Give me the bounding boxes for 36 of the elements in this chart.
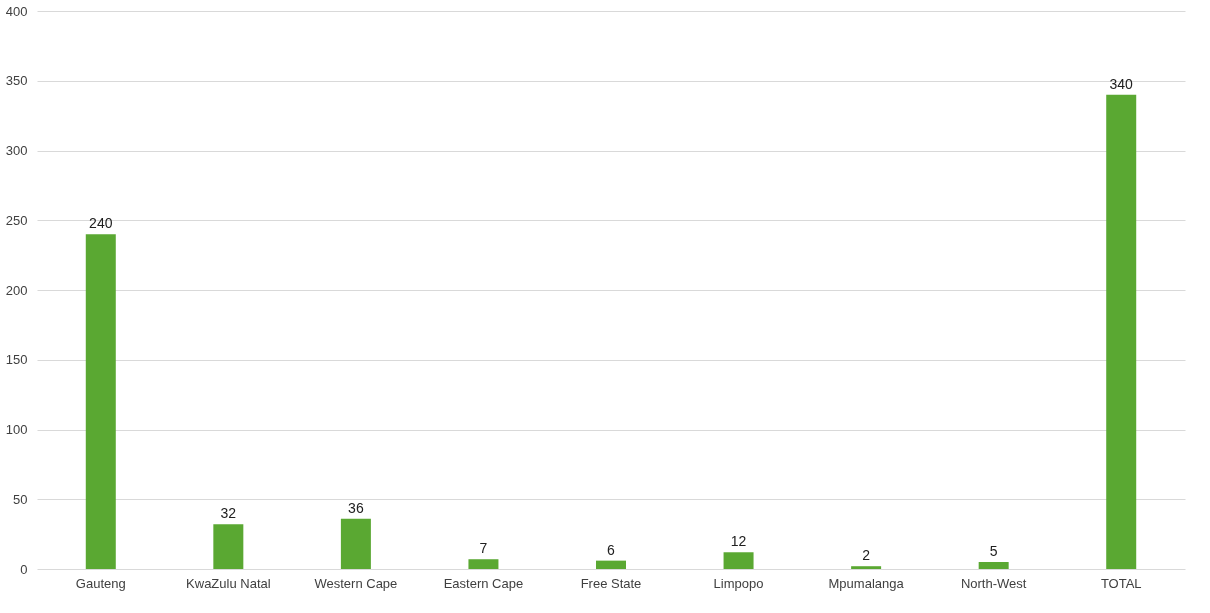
bar [723, 552, 754, 569]
bar [1106, 94, 1137, 569]
x-tick-label: North-West [960, 575, 1027, 591]
y-tick-label: 400 [5, 3, 28, 19]
x-tick-label: TOTAL [1100, 575, 1142, 591]
data-label: 240 [89, 215, 113, 232]
data-label: 7 [479, 540, 488, 557]
data-label: 340 [1109, 75, 1134, 92]
data-label: 12 [730, 533, 747, 550]
y-tick-label: 150 [5, 352, 28, 368]
x-tick-label: KwaZulu Natal [186, 575, 271, 591]
x-tick-label: Western Cape [314, 575, 398, 591]
x-tick-label: Eastern Cape [443, 575, 524, 591]
x-tick-label: Mpumalanga [828, 575, 905, 591]
data-label: 6 [607, 541, 616, 558]
y-tick-label: 200 [5, 282, 28, 298]
data-label: 2 [862, 547, 871, 564]
bar [978, 562, 1009, 569]
y-tick-label: 100 [5, 422, 28, 437]
y-tick-label: 350 [5, 73, 28, 89]
data-label: 5 [989, 543, 998, 560]
x-tick-label: Free State [580, 575, 642, 591]
bar [213, 524, 244, 569]
bar [340, 518, 371, 569]
bar [468, 559, 499, 569]
y-tick-label: 300 [5, 143, 28, 158]
x-tick-label: Limpopo [713, 575, 764, 591]
data-label: 32 [220, 505, 237, 522]
y-tick-label: 250 [5, 212, 28, 228]
bar [85, 234, 116, 569]
bar [596, 560, 626, 569]
x-tick-label: Gauteng [75, 575, 126, 591]
y-tick-label: 0 [20, 561, 28, 577]
y-tick-label: 50 [13, 491, 28, 507]
data-label: 36 [348, 499, 364, 516]
bar [851, 566, 882, 569]
